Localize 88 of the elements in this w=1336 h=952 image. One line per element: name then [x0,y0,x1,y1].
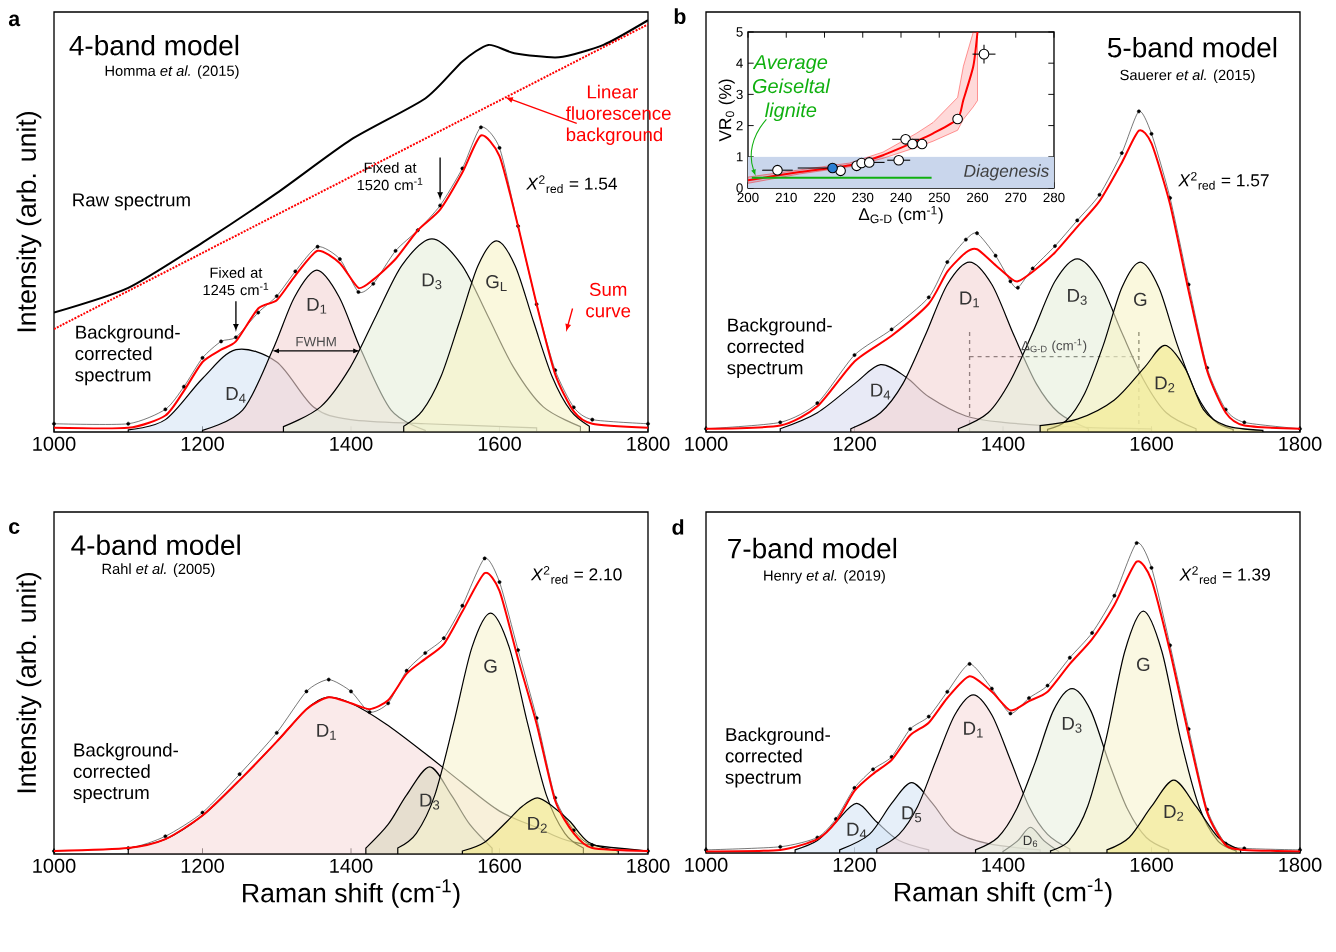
y-axis-title: Intensity (arb. unit) [16,112,42,332]
x-tick-label: 1800 [627,436,670,451]
x-tick-label: 1000 [33,436,76,451]
x-tick-label: 1400 [982,857,1025,872]
series-label: G [1137,657,1150,671]
x-tick-label: 1200 [833,436,876,451]
text: d [672,519,684,535]
x-tick-label: 1400 [982,436,1025,451]
series-label: D$_{1}$ [960,291,979,308]
x-tick-label: 1200 [181,858,224,873]
annotation: Fixed at 1245 cm$^{-1}$ [203,267,269,296]
series-label: D$_{1}$ [317,723,336,740]
x-axis-title: Raman shift (cm$^{-1}$) [895,878,1112,907]
series-label: G [484,659,497,673]
series-label: D$_{3}$ [1062,716,1082,733]
chart-title: 5-band model [1107,36,1277,58]
x-tick-label: 1600 [478,436,521,451]
x-tick-label: 230 [852,192,874,203]
series-label: D$_{2}$ [528,816,547,833]
annotation: X$^{2}$$_{red}$ = 2.10 [530,566,622,584]
y-tick-label: 3 [736,89,743,100]
text: a [8,14,21,27]
x-tick-label: 1600 [1130,857,1173,872]
annotation: FWHM [296,336,336,347]
x-tick-label: 240 [890,192,912,203]
x-tick-label: 1000 [33,858,76,873]
x-tick-label: 210 [775,192,797,203]
band-label: Diagenesis [964,164,1049,181]
series-label: D$_{2}$ [1164,805,1184,821]
series-label: G$_{L}$ [486,274,507,291]
x-tick-label: 1000 [685,436,728,451]
legend-label: D$_{6}$ [1023,835,1038,848]
chart-subtitle: Sauerer et al. (2015) [1120,69,1255,84]
y-axis-title: VR$_{0}$ (%) [718,79,735,142]
x-tick-label: 270 [1005,192,1027,203]
x-tick-label: 220 [814,192,836,203]
text: c [9,522,20,534]
x-tick-label: 1600 [478,858,521,873]
annotation: X$^{2}$$_{red}$ = 1.39 [1179,566,1270,584]
y-tick-label: 0 [736,183,743,193]
x-tick-label: 280 [1043,192,1065,203]
series-label: Background-corrected spectrum [73,742,178,803]
series-label: Background-corrected spectrum [75,325,180,386]
x-tick-label: 200 [737,192,759,203]
chart-title: 4-band model [71,534,240,556]
chart-title: 4-band model [69,34,239,56]
text: Sum curve [586,282,631,318]
y-tick-label: 5 [736,27,743,37]
text: b [674,8,686,25]
series-label: D$_{1}$ [964,721,983,738]
series-label: D$_{4}$ [847,822,867,839]
series-label: D$_{1}$ [307,297,327,314]
series-label: Background-corrected spectrum [725,727,830,788]
y-axis-title: Intensity (arb. unit) [16,573,42,793]
y-tick-label: 4 [736,58,743,68]
series-label: D$_{3}$ [1068,289,1087,305]
x-tick-label: 1200 [833,857,876,872]
series-label: D$_{4}$ [226,387,246,403]
annotation: X$^{2}$$_{red}$ = 1.57 [1178,171,1269,190]
y-tick-label: 2 [736,120,743,131]
x-axis-title: Raman shift (cm$^{-1}$) [243,879,460,908]
x-tick-label: 1800 [1279,857,1322,872]
annotation: Fixed at 1520 cm$^{-1}$ [357,162,423,191]
x-axis-title: Δ$_{G-D}$ (cm$^{-1}$) [858,205,943,224]
x-tick-label: 1400 [330,858,373,873]
x-tick-label: 260 [967,192,989,203]
text: Henry et al. (2019) [764,569,885,584]
series-label: D$_{2}$ [1155,376,1175,393]
x-tick-label: 1800 [1279,436,1322,451]
x-tick-label: 1800 [627,858,670,873]
series-label: Background-corrected spectrum [727,317,832,379]
series-label: D$_{3}$ [420,793,440,810]
x-tick-label: 1400 [330,436,373,451]
chart-title: 7-band model [728,537,897,559]
series-label: G [1134,292,1147,307]
annotation: X$^{2}$$_{red}$ = 1.54 [526,175,618,194]
x-tick-label: 250 [928,192,950,203]
series-label: Raw spectrum [73,193,190,211]
x-tick-label: 1200 [181,436,224,451]
y-tick-label: 1 [736,152,743,162]
chart-subtitle: Rahl et al. (2005) [102,563,215,577]
x-tick-label: 1000 [685,857,728,872]
text: Homma et al. (2015) [105,65,239,79]
series-label: D$_{3}$ [422,273,442,290]
series-label: D$_{4}$ [871,383,891,400]
x-tick-label: 1600 [1130,436,1173,451]
series-label: D$_{5}$ [902,806,922,823]
text: Average Geiseltal lignite [752,55,831,122]
